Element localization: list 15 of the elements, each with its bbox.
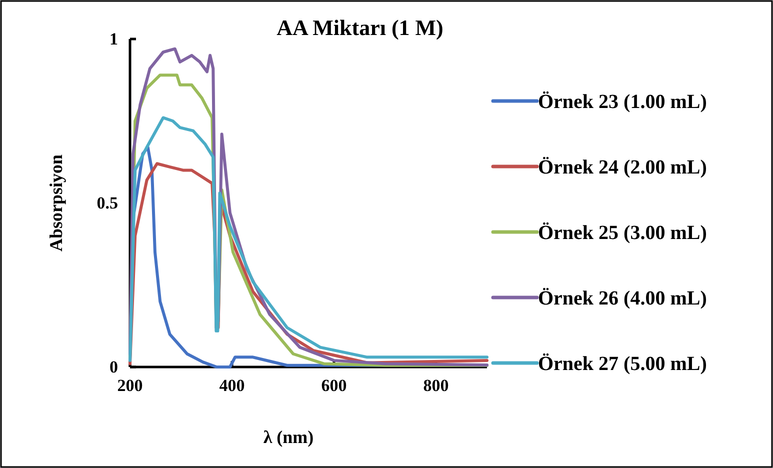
- chart-title: AA Miktarı (1 M): [276, 15, 444, 40]
- legend-label: Örnek 25 (3.00 mL): [538, 222, 707, 244]
- legend-label: Örnek 26 (4.00 mL): [538, 288, 707, 310]
- legend-label: Örnek 24 (2.00 mL): [538, 156, 707, 178]
- legend-label: Örnek 27 (5.00 mL): [538, 353, 707, 375]
- x-tick-label: 400: [219, 376, 245, 396]
- x-tick-label: 200: [117, 376, 143, 396]
- x-axis-title: λ (nm): [263, 427, 314, 447]
- y-tick-label: 1: [110, 29, 118, 48]
- y-axis-title: Absorpsiyon: [46, 154, 66, 252]
- x-tick-label: 600: [321, 376, 347, 396]
- x-tick-label: 800: [423, 376, 449, 396]
- y-tick-label: 0.5: [96, 193, 118, 212]
- y-tick-label: 0: [110, 357, 118, 376]
- legend-label: Örnek 23 (1.00 mL): [538, 91, 707, 113]
